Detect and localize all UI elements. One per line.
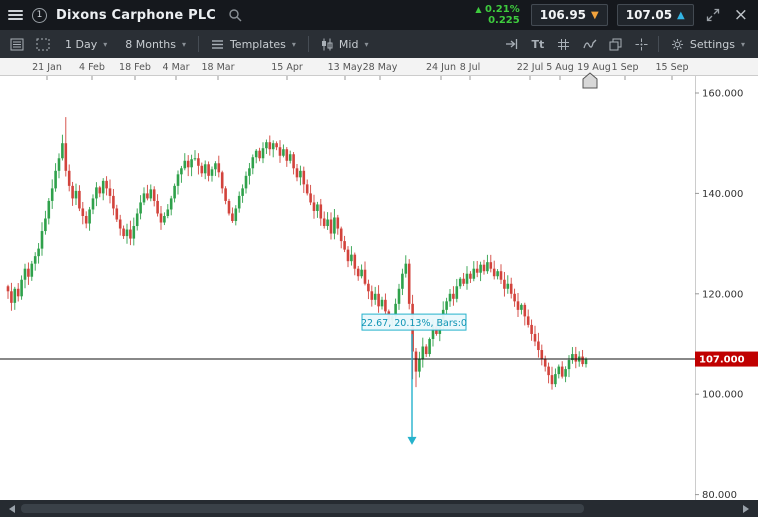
svg-text:22.67, 20.13%, Bars:0: 22.67, 20.13%, Bars:0: [361, 318, 467, 329]
buy-price-button[interactable]: 107.05 ▲: [616, 4, 694, 26]
svg-text:4 Feb: 4 Feb: [79, 62, 105, 73]
chart-area: 21 Jan 4 Feb 18 Feb 4 Mar 18 Mar 15 Apr 13 May…: [0, 58, 758, 500]
change-value: 0.225: [488, 15, 520, 26]
scrollbar-thumb[interactable]: [21, 504, 584, 513]
chart-scrollbar: [0, 500, 758, 517]
svg-text:28 May: 28 May: [363, 62, 398, 73]
svg-text:21 Jan: 21 Jan: [32, 62, 62, 73]
svg-text:5 Aug: 5 Aug: [546, 62, 574, 73]
toolbar-right-group: Tt Settings ▾: [499, 30, 754, 58]
svg-text:8 Jul: 8 Jul: [460, 62, 481, 73]
period-label: 1 Day: [65, 37, 98, 51]
svg-text:24 Jun: 24 Jun: [426, 62, 456, 73]
date-axis: 21 Jan 4 Feb 18 Feb 4 Mar 18 Mar 15 Apr 13 May…: [0, 58, 758, 80]
buy-price: 107.05: [625, 8, 673, 22]
svg-text:19 Aug: 19 Aug: [577, 62, 611, 73]
chart-list-icon[interactable]: [4, 30, 30, 58]
buy-direction-icon: ▲: [677, 9, 685, 21]
templates-icon: [211, 39, 223, 49]
range-dropdown[interactable]: 8 Months ▾: [116, 30, 195, 58]
measure-annotation: 22.67, 20.13%, Bars:0: [361, 313, 467, 445]
snap-to-latest-icon[interactable]: [499, 30, 525, 58]
menu-icon[interactable]: [8, 10, 23, 20]
left-arrow-icon: [5, 504, 15, 513]
toolbar-divider: [657, 36, 659, 52]
price-axis: 160.000 140.000 120.000 100.000 80.000: [695, 75, 743, 500]
candlestick-icon: [321, 38, 333, 50]
expand-icon[interactable]: [703, 5, 723, 25]
text-size-icon[interactable]: Tt: [531, 37, 545, 51]
svg-text:22 Jul: 22 Jul: [517, 62, 544, 73]
close-icon[interactable]: ×: [733, 4, 748, 25]
windows-icon[interactable]: [603, 30, 629, 58]
scrollbar-track[interactable]: [21, 504, 737, 513]
instrument-number-badge: 1: [32, 7, 47, 23]
svg-text:80.000: 80.000: [702, 490, 737, 500]
chevron-down-icon: ▾: [740, 39, 745, 49]
chevron-down-icon: ▾: [181, 39, 186, 49]
svg-text:13 May: 13 May: [328, 62, 363, 73]
chart-toolbar: 1 Day ▾ 8 Months ▾ Templates ▾ Mid ▾ Tt: [0, 30, 758, 58]
svg-text:100.000: 100.000: [702, 390, 743, 401]
chevron-down-icon: ▾: [364, 39, 369, 49]
change-up-triangle-icon: ▲: [475, 4, 482, 14]
indicators-icon[interactable]: [577, 30, 603, 58]
current-price-line: 107.000: [0, 351, 758, 367]
price-chart[interactable]: 21 Jan 4 Feb 18 Feb 4 Mar 18 Mar 15 Apr 13 May…: [0, 58, 758, 500]
svg-text:107.000: 107.000: [699, 355, 745, 366]
templates-label: Templates: [229, 37, 286, 51]
chevron-down-icon: ▾: [291, 39, 296, 49]
toolbar-divider: [307, 36, 309, 52]
svg-text:160.000: 160.000: [702, 89, 743, 100]
instrument-title: Dixons Carphone PLC: [56, 7, 217, 23]
svg-text:4 Mar: 4 Mar: [163, 62, 190, 73]
title-bar: 1 Dixons Carphone PLC ▲ 0.21% 0.225 106.…: [0, 0, 758, 30]
sell-price-button[interactable]: 106.95 ▼: [530, 4, 608, 26]
scroll-right-button[interactable]: [741, 500, 755, 517]
settings-label: Settings: [689, 37, 735, 51]
svg-text:15 Sep: 15 Sep: [655, 62, 688, 73]
templates-dropdown[interactable]: Templates ▾: [202, 30, 305, 58]
price-type-dropdown[interactable]: Mid ▾: [312, 30, 378, 58]
chevron-down-icon: ▾: [103, 39, 108, 49]
price-change-block: ▲ 0.21% 0.225: [475, 4, 519, 27]
toolbar-divider: [197, 36, 199, 52]
detach-chart-icon[interactable]: [30, 30, 56, 58]
right-arrow-icon: [743, 504, 753, 513]
grid-icon[interactable]: [551, 30, 577, 58]
svg-text:120.000: 120.000: [702, 289, 743, 300]
sell-direction-icon: ▼: [591, 9, 599, 21]
svg-text:18 Mar: 18 Mar: [201, 62, 234, 73]
change-percent: 0.21%: [485, 3, 520, 15]
crosshair-icon[interactable]: [629, 30, 655, 58]
svg-text:15 Apr: 15 Apr: [271, 62, 303, 73]
svg-text:1 Sep: 1 Sep: [612, 62, 639, 73]
gear-icon: [671, 38, 683, 50]
svg-text:140.000: 140.000: [702, 189, 743, 200]
search-icon[interactable]: [225, 5, 245, 25]
candlestick-series: [6, 117, 588, 390]
period-dropdown[interactable]: 1 Day ▾: [56, 30, 116, 58]
range-label: 8 Months: [125, 37, 176, 51]
settings-dropdown[interactable]: Settings ▾: [662, 30, 754, 58]
sell-price: 106.95: [539, 8, 587, 22]
scroll-left-button[interactable]: [3, 500, 17, 517]
range-slider-handle: [582, 72, 598, 89]
svg-text:18 Feb: 18 Feb: [119, 62, 151, 73]
price-type-label: Mid: [338, 37, 359, 51]
